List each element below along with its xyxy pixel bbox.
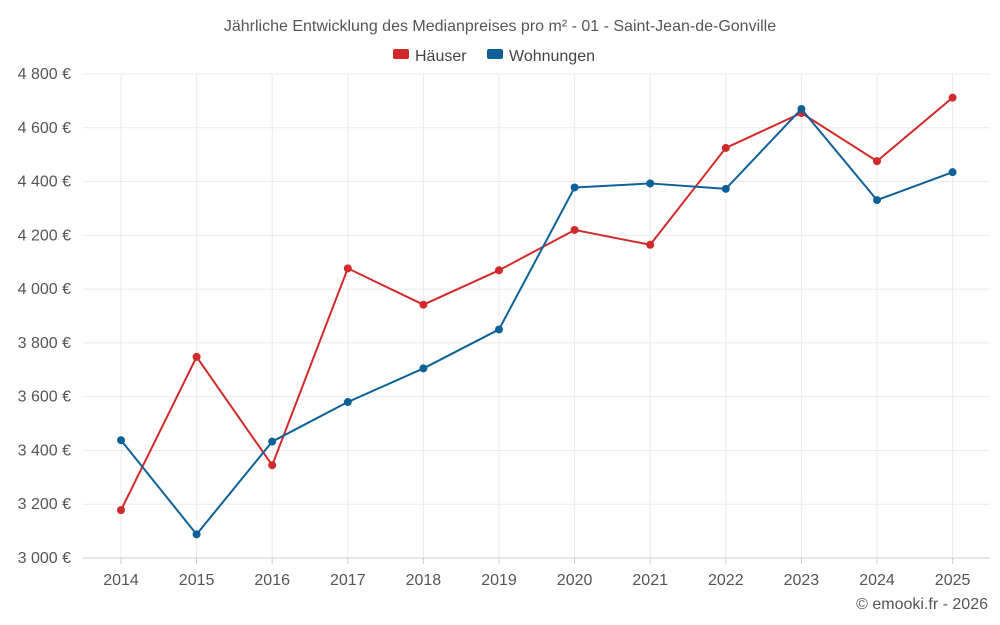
data-point-wohnungen-2018[interactable] xyxy=(419,364,428,373)
x-tick-label: 2016 xyxy=(254,572,290,589)
y-tick-label: 3 000 € xyxy=(18,550,71,567)
y-tick-label: 3 200 € xyxy=(18,496,71,513)
series-line-hauser xyxy=(120,96,954,511)
x-tick-label: 2024 xyxy=(859,572,895,589)
data-point-hauser-2021[interactable] xyxy=(646,240,655,249)
data-point-wohnungen-2015[interactable] xyxy=(192,530,201,539)
x-tick-label: 2014 xyxy=(103,572,139,589)
legend-swatch-haeuser xyxy=(393,49,409,59)
x-tick-label: 2019 xyxy=(481,572,517,589)
data-point-hauser-2014[interactable] xyxy=(117,506,125,515)
y-tick-label: 4 400 € xyxy=(18,174,71,191)
y-tick-label: 3 400 € xyxy=(18,442,71,459)
chart-title: Jährliche Entwicklung des Medianpreises … xyxy=(224,18,776,35)
data-point-hauser-2016[interactable] xyxy=(268,461,277,470)
x-axis: 2014 2015 2016 2017 2018 2019 2020 2021 2022 2023… xyxy=(83,557,990,589)
series-layer xyxy=(117,93,957,539)
y-axis: 3 000 € 3 200 € 3 400 € 3 600 € 3 800 € 4 000… xyxy=(18,66,71,567)
y-tick-label: 3 800 € xyxy=(18,335,71,352)
legend-label-wohnungen: Wohnungen xyxy=(509,48,595,65)
legend-label-haeuser: Häuser xyxy=(415,48,467,65)
legend-item-haeuser[interactable]: Häuser xyxy=(393,48,467,65)
data-point-hauser-2025[interactable] xyxy=(948,93,957,102)
data-point-wohnungen-2023[interactable] xyxy=(797,104,806,113)
x-tick-label: 2022 xyxy=(708,572,744,589)
data-point-hauser-2019[interactable] xyxy=(495,266,503,275)
data-point-wohnungen-2022[interactable] xyxy=(721,184,730,193)
data-point-hauser-2020[interactable] xyxy=(570,225,579,234)
data-point-wohnungen-2024[interactable] xyxy=(873,196,881,205)
data-point-wohnungen-2016[interactable] xyxy=(268,437,277,446)
y-tick-label: 4 600 € xyxy=(18,120,71,137)
x-tick-label: 2017 xyxy=(330,572,366,589)
data-point-wohnungen-2014[interactable] xyxy=(117,436,125,445)
data-point-hauser-2024[interactable] xyxy=(873,157,881,166)
legend-item-wohnungen[interactable]: Wohnungen xyxy=(487,48,595,65)
data-point-hauser-2018[interactable] xyxy=(419,300,428,309)
y-tick-label: 4 800 € xyxy=(18,66,71,83)
data-point-wohnungen-2025[interactable] xyxy=(948,168,957,177)
data-point-wohnungen-2017[interactable] xyxy=(343,398,352,407)
x-tick-label: 2015 xyxy=(179,572,215,589)
data-point-wohnungen-2019[interactable] xyxy=(495,325,503,334)
grid xyxy=(83,73,990,558)
data-point-hauser-2022[interactable] xyxy=(721,143,730,152)
series-line-wohnungen xyxy=(120,107,953,536)
data-point-hauser-2015[interactable] xyxy=(192,352,201,361)
y-tick-label: 4 200 € xyxy=(18,227,71,244)
x-tick-label: 2023 xyxy=(784,572,820,589)
legend-swatch-wohnungen xyxy=(487,49,503,59)
y-tick-label: 3 600 € xyxy=(18,389,71,406)
data-point-hauser-2017[interactable] xyxy=(343,264,352,273)
y-tick-label: 4 000 € xyxy=(18,281,71,298)
x-tick-label: 2021 xyxy=(632,572,668,589)
x-tick-label: 2025 xyxy=(935,572,971,589)
data-point-wohnungen-2021[interactable] xyxy=(646,179,655,188)
x-tick-label: 2020 xyxy=(557,572,593,589)
x-tick-label: 2018 xyxy=(406,572,442,589)
data-point-wohnungen-2020[interactable] xyxy=(570,183,579,192)
credit-text: © emooki.fr - 2026 xyxy=(856,596,988,613)
legend: Häuser Wohnungen xyxy=(393,48,595,65)
